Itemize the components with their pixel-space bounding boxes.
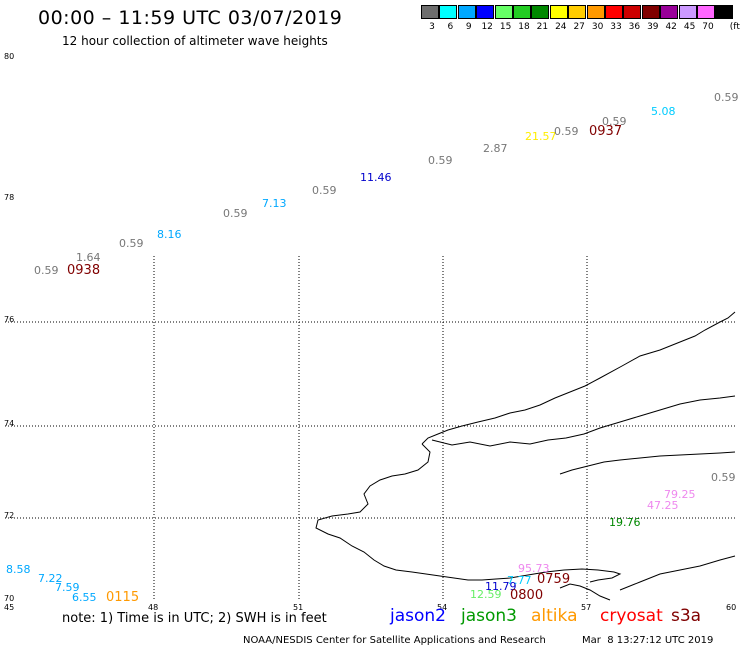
coastline — [315, 311, 736, 601]
wave-height-label: 79.25 — [664, 488, 696, 501]
longitude-label: 45 — [4, 603, 14, 612]
wave-height-label: 0.59 — [223, 207, 248, 220]
wave-height-label: 6.55 — [72, 591, 97, 604]
wave-height-label: 0.59 — [714, 91, 739, 104]
longitude-label: 57 — [581, 603, 591, 612]
longitude-label: 60 — [726, 603, 736, 612]
legend-swatch — [513, 5, 531, 19]
wave-height-label: 5.08 — [651, 105, 676, 118]
legend-swatch — [660, 5, 679, 19]
satellite-s3a: s3a — [671, 606, 702, 626]
legend-label: 24 — [555, 22, 567, 32]
wave-height-label: 8.58 — [6, 563, 31, 576]
longitude-label: 48 — [148, 603, 158, 612]
wave-height-label: 19.76 — [609, 516, 641, 529]
legend-swatch — [678, 5, 697, 19]
wave-height-label: 0.59 — [711, 471, 736, 484]
legend-label: 39 — [647, 22, 659, 32]
legend-swatch — [568, 5, 587, 19]
legend-label: 3 — [429, 22, 435, 32]
legend-swatch — [586, 5, 605, 19]
legend-label: 9 — [465, 22, 472, 32]
legend-label: 45 — [683, 22, 696, 32]
pass-time-label: 0937 — [589, 124, 622, 139]
longitude-label: 54 — [437, 603, 447, 612]
pass-time-label: 0938 — [67, 263, 100, 278]
legend-swatch — [623, 5, 642, 19]
legend-unit: (ft) — [729, 22, 740, 32]
wave-height-label: 0.59 — [428, 154, 453, 167]
wave-height-label: 0.59 — [554, 125, 579, 138]
legend-swatch — [457, 5, 476, 19]
legend-label: 12 — [481, 22, 493, 32]
satellite-cryosat: cryosat — [600, 606, 663, 626]
pass-time-label: 0115 — [106, 590, 139, 605]
satellite-altika: altika — [531, 606, 578, 626]
legend-swatch — [641, 5, 660, 19]
latitude-label: 80 — [4, 52, 14, 61]
credit-text: NOAA/NESDIS Center for Satellite Applica… — [243, 635, 546, 646]
generated-timestamp: Mar 8 13:27:12 UTC 2019 — [582, 635, 714, 646]
page-title: 00:00 – 11:59 UTC 03/07/2019 — [38, 7, 343, 29]
legend-label: 70 — [702, 22, 714, 32]
page-subtitle: 12 hour collection of altimeter wave hei… — [62, 34, 328, 48]
longitude-labels: 45 48 51 54 57 60 — [4, 603, 736, 612]
legend-swatch — [439, 5, 458, 19]
latitude-label: 78 — [4, 193, 14, 202]
legend-label: 42 — [665, 22, 677, 32]
legend-label: 27 — [573, 22, 585, 32]
wave-height-label: 1.64 — [76, 251, 101, 264]
wave-height-label: 7.22 — [38, 572, 63, 585]
wave-height-label: 0.59 — [34, 264, 59, 277]
wave-height-label: 2.87 — [483, 142, 508, 155]
latitude-label: 76 — [4, 315, 14, 324]
wave-height-label: 21.57 — [525, 130, 557, 143]
legend-label: 33 — [610, 22, 622, 32]
legend-swatch — [605, 5, 623, 19]
legend-label: 6 — [447, 22, 454, 32]
legend-label: 30 — [591, 22, 604, 32]
wave-height-label: 0.59 — [119, 237, 144, 250]
legend-swatch — [697, 5, 715, 19]
legend-swatch — [476, 5, 495, 19]
latitude-labels: 80 78 76 74 72 70 — [4, 52, 14, 603]
legend-label: 36 — [628, 22, 641, 32]
latitude-label: 70 — [4, 594, 14, 603]
wave-height-label: 7.59 — [55, 581, 80, 594]
legend-swatch — [494, 5, 513, 19]
footer-note: note: 1) Time is in UTC; 2) SWH is in fe… — [62, 611, 327, 626]
graticule — [5, 256, 735, 600]
longitude-label: 51 — [293, 603, 303, 612]
wave-height-label: 0.59 — [312, 184, 337, 197]
pass-time-label: 0800 — [510, 588, 543, 603]
wave-height-label: 8.16 — [157, 228, 182, 241]
wave-height-label: 12.59 — [470, 588, 502, 601]
wave-height-label: 7.77 — [507, 574, 532, 587]
latitude-label: 72 — [4, 511, 14, 520]
satellite-jason2: jason2 — [390, 606, 446, 626]
pass-time-label: 0759 — [537, 572, 570, 587]
satellite-jason3: jason3 — [461, 606, 517, 626]
wave-height-label: 11.79 — [485, 580, 517, 593]
wave-height-label: 11.46 — [360, 171, 392, 184]
wave-height-label: 47.25 — [647, 499, 679, 512]
wave-height-label: 0.59 — [602, 115, 627, 128]
legend-label: 18 — [518, 22, 530, 32]
legend-label: 15 — [499, 22, 512, 32]
legend-swatch — [715, 5, 734, 19]
wave-height-label: 7.13 — [262, 197, 287, 210]
legend-swatch — [421, 5, 439, 19]
latitude-label: 74 — [4, 419, 14, 428]
legend-swatch — [549, 5, 568, 19]
legend-label: 21 — [536, 22, 549, 32]
wave-height-label: 95.73 — [518, 562, 550, 575]
legend-swatch — [531, 5, 550, 19]
